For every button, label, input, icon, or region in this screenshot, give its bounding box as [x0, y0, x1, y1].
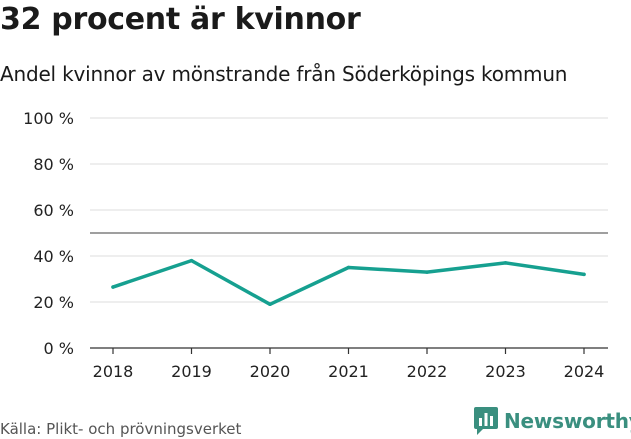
data-point: [189, 258, 194, 263]
bar-chart-icon: [474, 407, 498, 435]
x-tick-label: 2018: [93, 362, 134, 381]
y-tick-label: 0 %: [44, 339, 74, 358]
brand-name: Newsworthy: [504, 409, 631, 433]
chart-title: 32 procent är kvinnor: [0, 2, 361, 37]
y-tick-label: 20 %: [33, 293, 74, 312]
y-tick-label: 60 %: [33, 201, 74, 220]
y-tick-label: 80 %: [33, 155, 74, 174]
data-point: [503, 261, 508, 265]
y-tick-label: 40 %: [33, 247, 74, 266]
x-tick-label: 2020: [250, 362, 291, 381]
x-tick-label: 2021: [328, 362, 369, 381]
x-tick-label: 2019: [171, 362, 212, 381]
chart-subtitle: Andel kvinnor av mönstrande från Söderkö…: [0, 62, 568, 86]
x-tick-label: 2023: [485, 362, 526, 381]
data-point: [268, 302, 272, 307]
data-point: [582, 272, 586, 277]
x-tick-label: 2022: [407, 362, 448, 381]
source-note: Källa: Plikt- och prövningsverket: [0, 420, 242, 438]
data-point: [425, 270, 429, 274]
line-chart: 0 % 20 % 40 % 60 % 80 % 100 % 2018 2019 2020 2021…: [23, 109, 608, 381]
data-point: [111, 285, 115, 289]
newsworthy-logo: Newsworthy: [474, 407, 631, 435]
data-point: [346, 265, 351, 270]
x-tick-label: 2024: [564, 362, 605, 381]
y-tick-label: 100 %: [23, 109, 74, 128]
